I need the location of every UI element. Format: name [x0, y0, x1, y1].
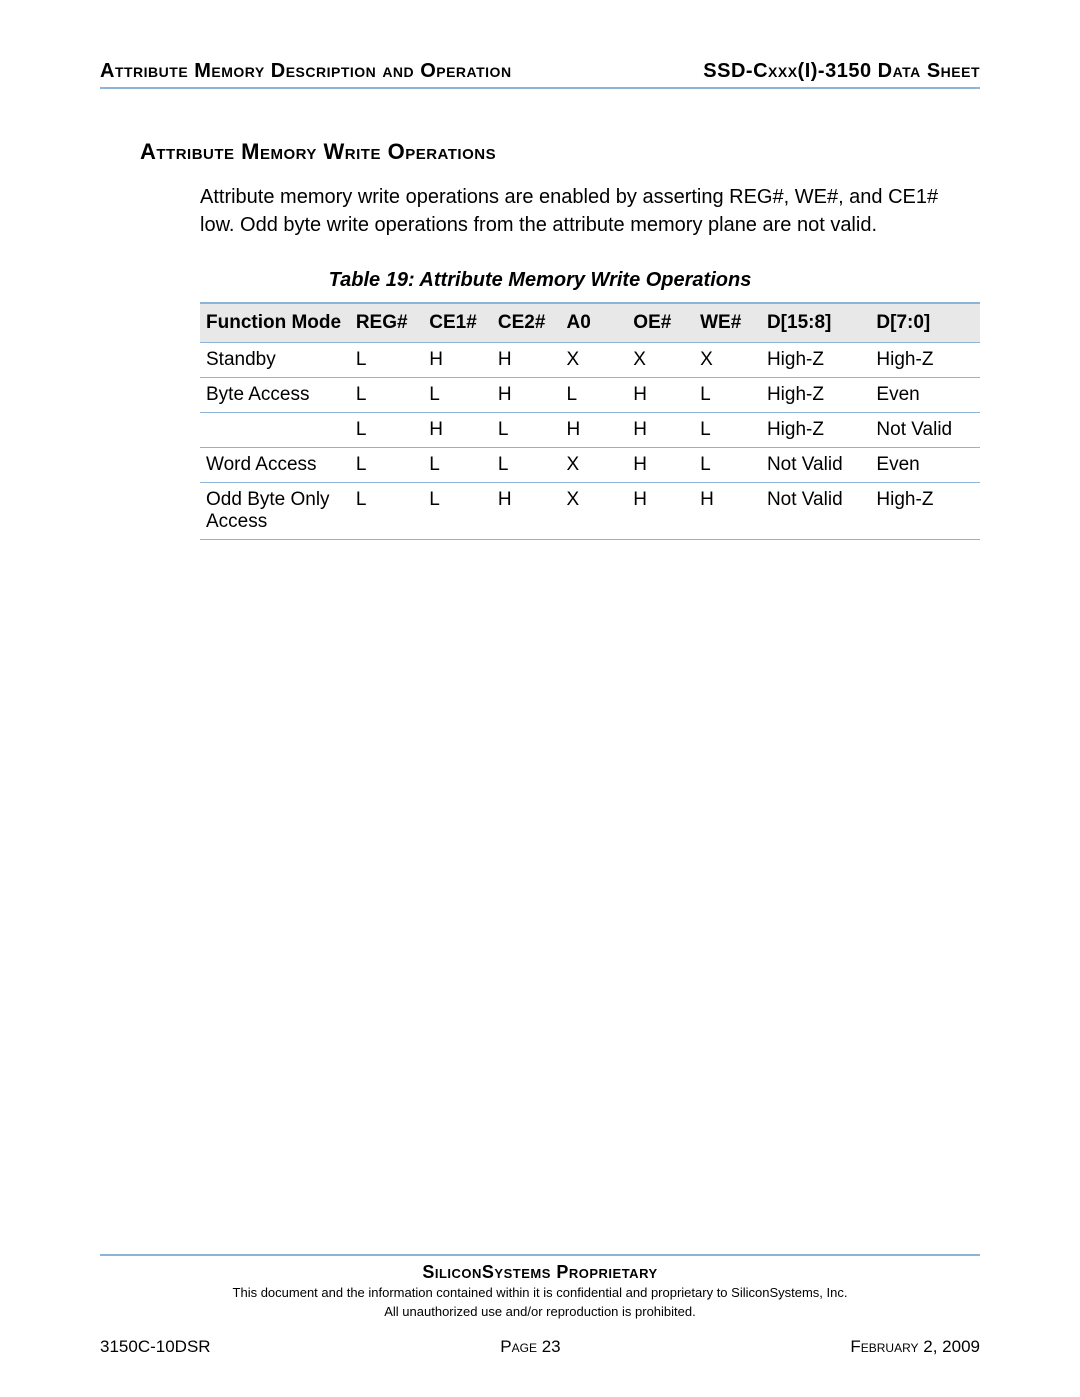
cell: H: [492, 483, 561, 540]
col-oe: OE#: [627, 303, 694, 343]
table-caption: Table 19: Attribute Memory Write Operati…: [100, 269, 980, 292]
footer-proprietary-title: SiliconSystems Proprietary: [100, 1262, 980, 1283]
header-right: SSD-Cxxx(I)-3150 Data Sheet: [703, 60, 980, 83]
table-row: L H L H H L High-Z Not Valid: [200, 413, 980, 448]
col-reg: REG#: [350, 303, 423, 343]
cell: H: [627, 413, 694, 448]
col-we: WE#: [694, 303, 761, 343]
col-function-mode: Function Mode: [200, 303, 350, 343]
cell: H: [423, 343, 492, 378]
col-ce2: CE2#: [492, 303, 561, 343]
footer-date: February 2, 2009: [850, 1337, 980, 1357]
cell: X: [560, 448, 627, 483]
cell: High-Z: [761, 413, 870, 448]
cell: L: [423, 378, 492, 413]
cell: L: [694, 378, 761, 413]
cell: H: [492, 378, 561, 413]
cell: L: [492, 448, 561, 483]
cell: High-Z: [761, 343, 870, 378]
footer-disclaimer-line2: All unauthorized use and/or reproduction…: [100, 1304, 980, 1321]
cell: Odd Byte Only Access: [200, 483, 350, 540]
col-ce1: CE1#: [423, 303, 492, 343]
cell: Not Valid: [870, 413, 980, 448]
table-row: Standby L H H X X X High-Z High-Z: [200, 343, 980, 378]
cell: H: [560, 413, 627, 448]
section-title: Attribute Memory Write Operations: [140, 139, 980, 165]
cell: X: [560, 343, 627, 378]
cell: Not Valid: [761, 448, 870, 483]
footer-page-number: Page 23: [500, 1337, 560, 1357]
cell: Word Access: [200, 448, 350, 483]
table-body: Standby L H H X X X High-Z High-Z Byte A…: [200, 343, 980, 540]
cell: H: [627, 483, 694, 540]
cell: L: [350, 378, 423, 413]
cell: L: [423, 483, 492, 540]
cell: L: [694, 448, 761, 483]
table-row: Odd Byte Only Access L L H X H H Not Val…: [200, 483, 980, 540]
cell: L: [694, 413, 761, 448]
cell: L: [560, 378, 627, 413]
footer-bottom-row: 3150C-10DSR Page 23 February 2, 2009: [100, 1337, 980, 1357]
cell: H: [423, 413, 492, 448]
cell: L: [350, 483, 423, 540]
table-row: Word Access L L L X H L Not Valid Even: [200, 448, 980, 483]
cell: High-Z: [761, 378, 870, 413]
col-d7-0: D[7:0]: [870, 303, 980, 343]
cell: L: [492, 413, 561, 448]
body-paragraph: Attribute memory write operations are en…: [200, 183, 960, 239]
cell: X: [694, 343, 761, 378]
col-d15-8: D[15:8]: [761, 303, 870, 343]
footer-rule: [100, 1254, 980, 1256]
cell: H: [492, 343, 561, 378]
cell: X: [627, 343, 694, 378]
cell: Standby: [200, 343, 350, 378]
cell: H: [627, 448, 694, 483]
cell: Even: [870, 378, 980, 413]
page-footer: SiliconSystems Proprietary This document…: [100, 1254, 980, 1357]
page-header: Attribute Memory Description and Operati…: [100, 60, 980, 89]
cell: L: [350, 343, 423, 378]
cell: L: [423, 448, 492, 483]
footer-disclaimer-line1: This document and the information contai…: [100, 1285, 980, 1302]
cell: H: [694, 483, 761, 540]
table-header-row: Function Mode REG# CE1# CE2# A0 OE# WE# …: [200, 303, 980, 343]
col-a0: A0: [560, 303, 627, 343]
table-row: Byte Access L L H L H L High-Z Even: [200, 378, 980, 413]
cell: High-Z: [870, 343, 980, 378]
header-left: Attribute Memory Description and Operati…: [100, 60, 512, 83]
cell: L: [350, 448, 423, 483]
footer-doc-id: 3150C-10DSR: [100, 1337, 211, 1357]
cell: High-Z: [870, 483, 980, 540]
cell: X: [560, 483, 627, 540]
cell: [200, 413, 350, 448]
cell: H: [627, 378, 694, 413]
cell: Byte Access: [200, 378, 350, 413]
cell: Not Valid: [761, 483, 870, 540]
cell: L: [350, 413, 423, 448]
cell: Even: [870, 448, 980, 483]
attribute-memory-write-table: Function Mode REG# CE1# CE2# A0 OE# WE# …: [200, 302, 980, 540]
